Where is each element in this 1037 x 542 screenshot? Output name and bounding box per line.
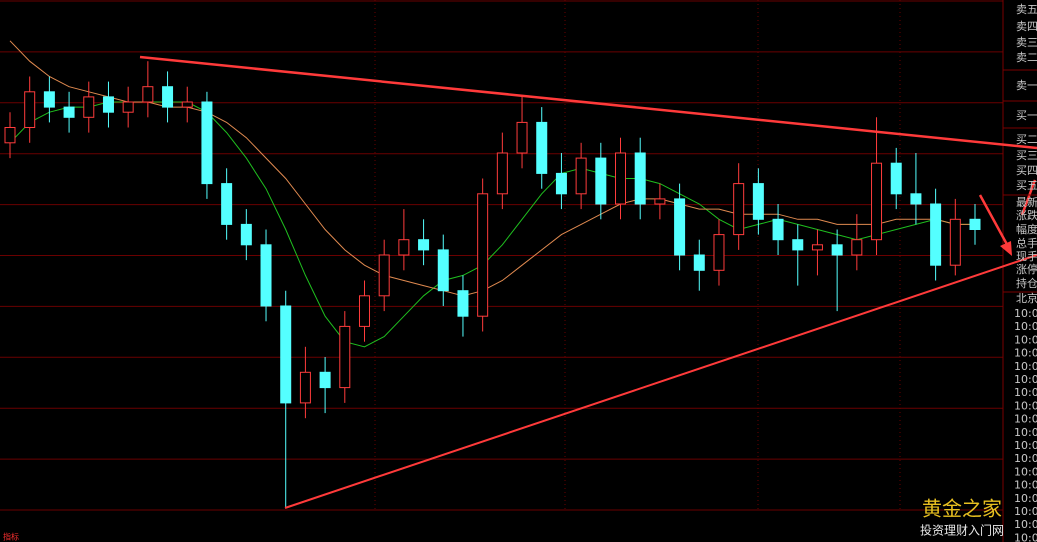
panel-time: 10:05: [1014, 505, 1037, 518]
candle-body: [339, 325, 351, 389]
lower-trendline: [284, 254, 1037, 509]
candle-body: [496, 152, 508, 195]
panel-time: 10:04: [1014, 373, 1037, 386]
panel-label: 北京: [1016, 291, 1037, 305]
candle-body: [142, 86, 154, 103]
panel-time: 10:04: [1014, 360, 1037, 373]
panel-label: 现手: [1016, 249, 1037, 263]
panel-label: 卖一: [1016, 79, 1037, 92]
panel-label: 幅度: [1016, 222, 1037, 236]
panel-time: 10:05: [1014, 426, 1037, 439]
candle-body: [674, 198, 686, 256]
candle-body: [811, 244, 823, 251]
arrow-head: [1000, 241, 1012, 256]
panel-time: 10:05: [1014, 399, 1037, 412]
panel-label: 卖二: [1016, 51, 1037, 64]
candle-body: [280, 305, 292, 404]
arrow: [1020, 179, 1037, 216]
panel-label: 买三: [1016, 149, 1037, 162]
candle-body: [378, 254, 390, 297]
panel-time: 10:05: [1014, 531, 1037, 542]
candle-body: [536, 121, 548, 174]
candle-body: [871, 162, 883, 241]
candle-body: [595, 157, 607, 205]
candle-body: [693, 254, 705, 271]
panel-label: 卖四: [1016, 20, 1037, 33]
panel-time: 10:04: [1014, 333, 1037, 346]
panel-label: 卖三: [1016, 36, 1037, 49]
candle-body: [457, 290, 469, 317]
candle-body: [634, 152, 646, 205]
panel-time: 10:05: [1014, 479, 1037, 492]
candle-body: [831, 244, 843, 256]
candle-body: [162, 86, 174, 108]
candle-body: [201, 101, 213, 185]
panel-label: 总手: [1016, 236, 1037, 250]
arrow: [978, 194, 1012, 251]
candle-body: [516, 121, 528, 154]
watermark-subtitle: 投资理财入门网: [920, 523, 1004, 538]
candle-body: [240, 223, 252, 246]
candle-body: [83, 96, 95, 118]
candle-body: [792, 239, 804, 251]
candle-body: [713, 234, 725, 271]
panel-time: 10:05: [1014, 492, 1037, 505]
panel-label: 买一: [1016, 109, 1037, 122]
watermark-title: 黄金之家: [922, 497, 1002, 521]
upper-trendline: [139, 55, 1037, 150]
candle-body: [181, 101, 193, 108]
candle-body: [772, 218, 784, 241]
candle-body: [910, 193, 922, 205]
candle-body: [555, 172, 567, 195]
panel-time: 10:04: [1014, 386, 1037, 399]
panel-label: 最新: [1016, 195, 1037, 209]
panel-label: 持仓: [1016, 276, 1037, 290]
candle-body: [260, 244, 272, 307]
panel-time: 10:05: [1014, 518, 1037, 531]
candle-body: [319, 371, 331, 389]
panel-label: 买五: [1016, 179, 1037, 192]
candle-body: [24, 91, 36, 129]
panel-time: 10:04: [1014, 347, 1037, 360]
panel-label: 买二: [1016, 133, 1037, 146]
candle-body: [477, 193, 489, 317]
candle-body: [733, 183, 745, 236]
panel-label: 涨停: [1016, 262, 1037, 276]
candle-body: [752, 183, 764, 220]
candle-body: [437, 249, 449, 292]
panel-time: 10:04: [1014, 307, 1037, 320]
indicator-label: 指标: [3, 532, 19, 542]
panel-time: 10:05: [1014, 452, 1037, 465]
candle-body: [969, 218, 981, 231]
candle-body: [102, 96, 114, 113]
candle-body: [418, 239, 430, 251]
candle-body: [890, 162, 902, 195]
panel-time: 10:05: [1014, 465, 1037, 478]
candle-body: [930, 203, 942, 266]
candle-body: [43, 91, 55, 108]
candle-body: [4, 127, 16, 144]
candle-body: [358, 295, 370, 327]
candle-body: [299, 371, 311, 404]
candle-body: [949, 218, 961, 266]
candle-body: [63, 106, 75, 118]
candle-body: [398, 239, 410, 256]
panel-time: 10:05: [1014, 413, 1037, 426]
candle-body: [851, 239, 863, 256]
panel-label: 买四: [1016, 164, 1037, 177]
panel-time: 10:04: [1014, 320, 1037, 333]
panel-label: 涨跌: [1016, 208, 1037, 222]
panel-time: 10:05: [1014, 439, 1037, 452]
candle-body: [615, 152, 627, 205]
plot: [4, 40, 981, 508]
candle-body: [221, 183, 233, 225]
panel-label: 卖五: [1016, 3, 1037, 16]
candle-body: [654, 198, 666, 205]
candle-body: [122, 101, 134, 113]
candle-body: [575, 157, 587, 195]
